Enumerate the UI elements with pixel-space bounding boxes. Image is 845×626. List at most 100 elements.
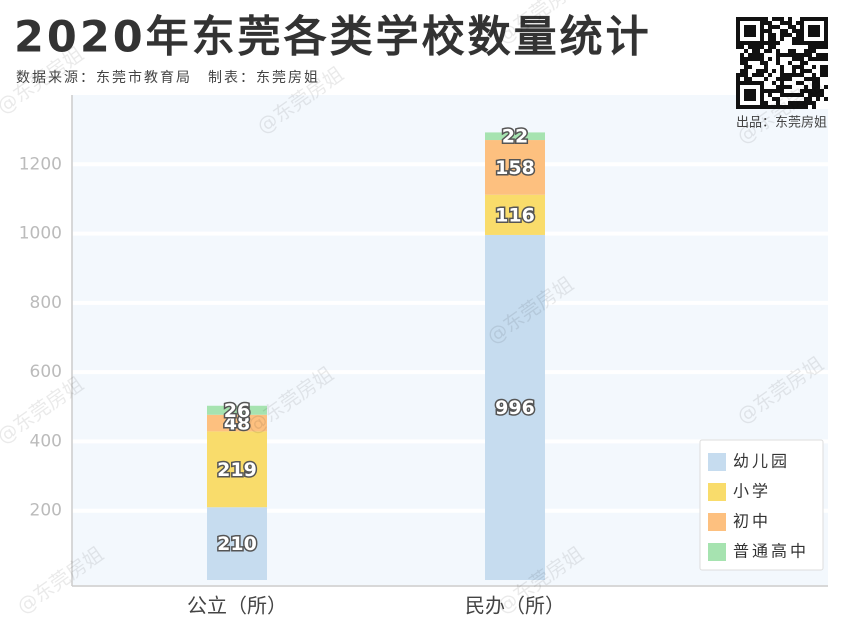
qr-cell <box>768 49 772 53</box>
legend-label: 普通高中 <box>733 542 809 561</box>
legend-swatch <box>708 453 726 471</box>
value-label: 210 <box>217 533 257 555</box>
qr-cell <box>788 105 792 109</box>
qr-cell <box>740 69 744 73</box>
value-label: 996 <box>495 397 535 419</box>
qr-finder <box>736 81 764 109</box>
qr-cell <box>808 69 812 73</box>
qr-cell <box>788 53 792 57</box>
qr-cell <box>748 57 752 61</box>
qr-cell <box>764 105 768 109</box>
qr-cell <box>768 105 772 109</box>
qr-cell <box>744 77 748 81</box>
qr-cell <box>792 53 796 57</box>
qr-cell <box>812 57 816 61</box>
qr-cell <box>792 105 796 109</box>
qr-cell <box>764 61 768 65</box>
qr-cell <box>800 105 804 109</box>
bar-segment <box>485 194 545 235</box>
qr-cell <box>792 93 796 97</box>
qr-cell <box>800 57 804 61</box>
qr-cell <box>772 81 776 85</box>
qr-cell <box>788 25 792 29</box>
qr-cell <box>772 41 776 45</box>
qr-cell <box>792 57 796 61</box>
qr-cell <box>744 73 748 77</box>
y-tick-label: 800 <box>30 293 62 313</box>
qr-cell <box>788 77 792 81</box>
qr-cell <box>764 77 768 81</box>
bar-segment <box>207 405 267 415</box>
qr-cell <box>796 33 800 37</box>
qr-cell <box>748 45 752 49</box>
qr-cell <box>776 57 780 61</box>
qr-cell <box>772 97 776 101</box>
y-tick-label: 1200 <box>19 154 62 174</box>
qr-cell <box>736 73 740 77</box>
qr-cell <box>808 53 812 57</box>
qr-cell <box>760 53 764 57</box>
qr-cell <box>824 45 828 49</box>
qr-cell <box>772 105 776 109</box>
qr-cell <box>816 57 820 61</box>
qr-cell <box>796 81 800 85</box>
qr-cell <box>780 21 784 25</box>
qr-cell <box>788 85 792 89</box>
qr-cell <box>796 105 800 109</box>
value-label: 48 <box>224 413 250 435</box>
qr-cell <box>788 49 792 53</box>
qr-finder <box>744 89 756 101</box>
qr-cell <box>792 41 796 45</box>
qr-cell <box>768 45 772 49</box>
qr-cell <box>784 53 788 57</box>
qr-cell <box>816 93 820 97</box>
qr-cell <box>764 41 768 45</box>
qr-cell <box>760 45 764 49</box>
qr-cell <box>772 45 776 49</box>
qr-cell <box>820 57 824 61</box>
qr-cell <box>756 53 760 57</box>
qr-cell <box>800 61 804 65</box>
qr-cell <box>764 17 768 21</box>
qr-cell <box>788 93 792 97</box>
qr-cell <box>780 89 784 93</box>
qr-cell <box>812 45 816 49</box>
qr-cell <box>744 61 748 65</box>
qr-cell <box>824 73 828 77</box>
qr-cell <box>780 81 784 85</box>
qr-cell <box>784 33 788 37</box>
legend-swatch <box>708 543 726 561</box>
qr-cell <box>768 29 772 33</box>
qr-cell <box>804 97 808 101</box>
qr-cell <box>776 97 780 101</box>
qr-cell <box>800 69 804 73</box>
legend-box <box>699 439 824 571</box>
qr-cell <box>772 37 776 41</box>
qr-cell <box>756 45 760 49</box>
qr-cell <box>804 85 808 89</box>
qr-cell <box>784 21 788 25</box>
qr-cell <box>780 65 784 69</box>
qr-cell <box>748 65 752 69</box>
qr-cell <box>792 73 796 77</box>
qr-cell <box>768 89 772 93</box>
qr-cell <box>768 57 772 61</box>
qr-cell <box>820 53 824 57</box>
bar-segment <box>485 234 545 580</box>
qr-cell <box>824 97 828 101</box>
qr-cell <box>780 69 784 73</box>
qr-cell <box>776 25 780 29</box>
legend-label: 小学 <box>733 482 771 501</box>
value-label: 219 <box>217 459 257 481</box>
qr-cell <box>764 29 768 33</box>
qr-finder <box>744 25 756 37</box>
y-tick-label: 1000 <box>19 224 62 244</box>
qr-cell <box>816 77 820 81</box>
qr-cell <box>756 49 760 53</box>
qr-cell <box>756 69 760 73</box>
qr-cell <box>812 77 816 81</box>
qr-cell <box>760 57 764 61</box>
qr-cell <box>804 105 808 109</box>
qr-cell <box>748 77 752 81</box>
qr-cell <box>808 57 812 61</box>
